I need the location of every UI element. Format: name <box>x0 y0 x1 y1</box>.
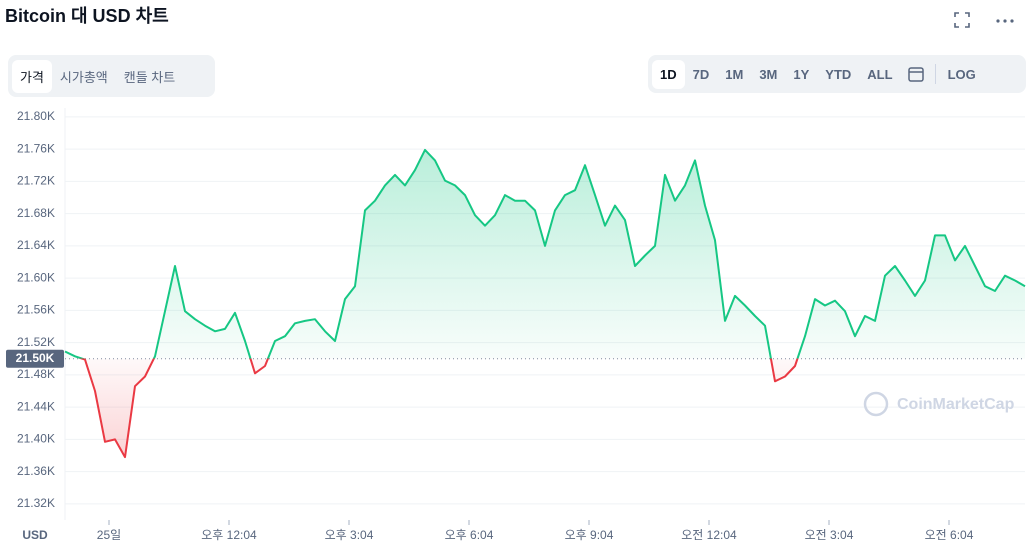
y-tick-label: 21.72K <box>17 174 55 188</box>
y-tick-label: 21.76K <box>17 141 55 155</box>
baseline-label: 21.50K <box>16 351 55 365</box>
baseline-label-box <box>6 349 64 368</box>
currency-label: USD <box>22 528 48 542</box>
y-tick-label: 21.40K <box>17 432 55 446</box>
x-tick-label: 25일 <box>97 528 121 542</box>
range-button[interactable]: 1Y <box>793 66 810 82</box>
tab[interactable]: 캔들 차트 <box>123 69 176 85</box>
y-tick-label: 21.64K <box>17 238 55 252</box>
y-tick-label: 21.32K <box>17 496 55 510</box>
x-tick-label: 오전 6:04 <box>925 528 974 542</box>
separator <box>934 64 936 84</box>
y-tick-label: 21.44K <box>17 399 55 413</box>
range-button[interactable]: 7D <box>692 66 710 82</box>
range-button[interactable]: YTD <box>825 66 852 82</box>
y-tick-label: 21.36K <box>17 464 55 478</box>
watermark: CoinMarketCap <box>897 396 1015 413</box>
x-tick-label: 오후 3:04 <box>325 528 374 542</box>
y-tick-label: 21.60K <box>17 270 55 284</box>
y-tick-label: 21.48K <box>17 367 55 381</box>
range-button[interactable]: ALL <box>867 66 893 82</box>
tab[interactable]: 가격 <box>12 59 52 93</box>
x-tick-label: 오전 3:04 <box>805 528 854 542</box>
more-icon[interactable] <box>994 10 1016 30</box>
range-button[interactable]: 1D <box>652 59 685 89</box>
watermark-logo <box>863 391 889 417</box>
x-tick-label: 오전 12:04 <box>681 528 737 542</box>
range-button[interactable]: 3M <box>759 66 778 82</box>
tab[interactable]: 시가총액 <box>59 69 108 85</box>
y-tick-label: 21.68K <box>17 206 55 220</box>
y-tick-label: 21.56K <box>17 303 55 317</box>
tab-group: 가격 시가총액 캔들 차트 <box>8 55 215 97</box>
fullscreen-icon[interactable] <box>952 10 972 30</box>
calendar-icon[interactable] <box>901 64 931 84</box>
range-button[interactable]: 1M <box>725 66 744 82</box>
x-tick-label: 오후 6:04 <box>445 528 494 542</box>
x-tick-label: 오후 9:04 <box>565 528 614 542</box>
y-tick-label: 21.52K <box>17 335 55 349</box>
x-tick-label: 오후 12:04 <box>201 528 257 542</box>
log-button[interactable]: LOG <box>947 66 976 82</box>
range-group: 1D 7D 1M 3M 1Y YTD ALL LOG <box>648 55 1026 93</box>
page-title: Bitcoin 대 USD 차트 <box>5 6 169 26</box>
area <box>65 149 1025 458</box>
y-tick-label: 21.80K <box>17 109 55 123</box>
price-line <box>64 148 1026 459</box>
